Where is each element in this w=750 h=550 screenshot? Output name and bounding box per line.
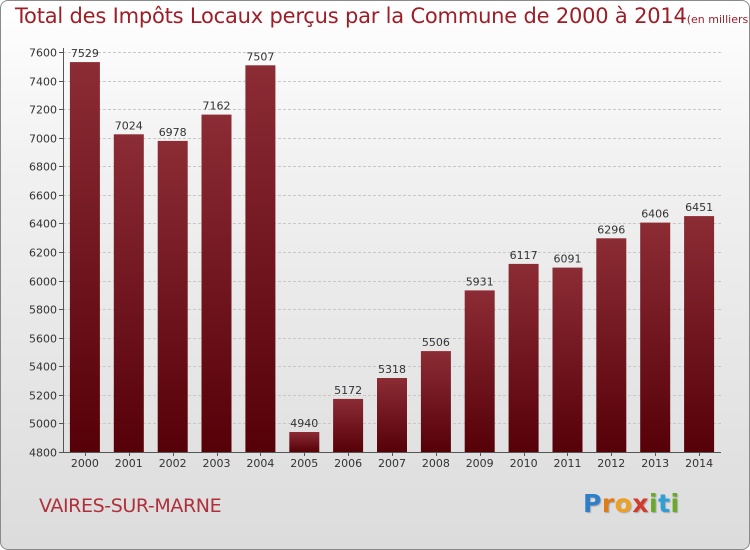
chart-title: Total des Impôts Locaux perçus par la Co… [15,4,749,28]
bar [464,290,495,452]
x-tick-label: 2004 [246,457,274,470]
bar [377,378,407,452]
bar-value-label: 7529 [71,47,99,60]
bar [552,267,583,452]
bar-value-label: 4940 [290,417,318,430]
bar [684,216,715,452]
y-tick-label: 5800 [29,304,57,317]
y-tick-label: 7400 [29,76,57,89]
bars [69,62,715,453]
x-tick-label: 2003 [203,457,231,470]
x-tick-label: 2012 [597,457,625,470]
bar-value-label: 6978 [159,126,187,139]
logo-letter: t [658,489,671,518]
logo-letter: i [649,489,659,518]
bar-value-label: 6091 [554,253,582,266]
logo-letter: P [583,489,602,518]
x-tick-label: 2007 [378,457,406,470]
y-axis: 4800 5000 5200 5400 5600 5800 6000 6200 6400 6600… [29,47,64,460]
y-tick-label: 4800 [29,447,57,460]
bar-value-label: 6451 [685,201,713,214]
bar [245,65,276,453]
x-tick-label: 2001 [115,457,143,470]
bar [69,62,100,452]
y-tick-label: 5400 [29,361,57,374]
chart-title-main: Total des Impôts Locaux perçus par la Co… [15,4,687,28]
bar-value-label: 5506 [422,336,450,349]
x-tick-label: 2006 [334,457,362,470]
x-tick-label: 2014 [685,457,713,470]
y-tick-label: 7600 [29,47,57,60]
proxiti-logo[interactable]: Proxiti [583,489,680,518]
y-tick-label: 6200 [29,247,57,260]
commune-name: VAIRES-SUR-MARNE [39,495,222,517]
bar [289,432,320,452]
x-tick-label: 2008 [422,457,450,470]
x-tick-label: 2000 [71,457,99,470]
bar [157,140,188,452]
logo-letter: r [601,489,615,518]
x-tick-label: 2013 [641,457,669,470]
y-tick-label: 5000 [29,418,57,431]
bar-value-label: 5172 [334,384,362,397]
y-tick-label: 6600 [29,190,57,203]
bar-value-label: 5318 [378,363,406,376]
y-tick-label: 5600 [29,333,57,346]
bar [640,222,671,452]
y-tick-label: 7200 [29,104,57,117]
bar [596,238,627,452]
x-tick-label: 2011 [554,457,582,470]
y-tick-label: 6000 [29,276,57,289]
bar [420,351,451,452]
y-tick-label: 6400 [29,218,57,231]
logo-letter: o [614,489,633,518]
y-tick-label: 5200 [29,390,57,403]
x-tick-label: 2002 [159,457,187,470]
bar-value-label: 5931 [466,275,494,288]
bar [508,263,539,452]
logo-letter: i [670,489,680,518]
bar [113,134,144,453]
x-tick-label: 2010 [510,457,538,470]
chart-title-unit: (en milliers d'€) [686,13,749,26]
bar-value-label: 7507 [246,50,274,63]
logo-letter: x [632,489,649,518]
bar-value-label: 7162 [203,100,231,113]
y-tick-label: 7000 [29,133,57,146]
y-tick-label: 6800 [29,161,57,174]
bar [201,114,232,452]
bar-value-label: 7024 [115,119,143,132]
x-axis: 2000 2001 2002 2003 2004 2005 2006 2007 2008 2009… [63,452,721,470]
bar-value-label: 6406 [641,208,669,221]
x-tick-label: 2005 [290,457,318,470]
bar-value-label: 6296 [597,223,625,236]
bar [333,398,364,452]
data-labels: 7529 7024 6978 7162 7507 4940 5172 5318 5506 5931… [71,47,713,430]
bar-value-label: 6117 [510,249,538,262]
x-tick-label: 2009 [466,457,494,470]
